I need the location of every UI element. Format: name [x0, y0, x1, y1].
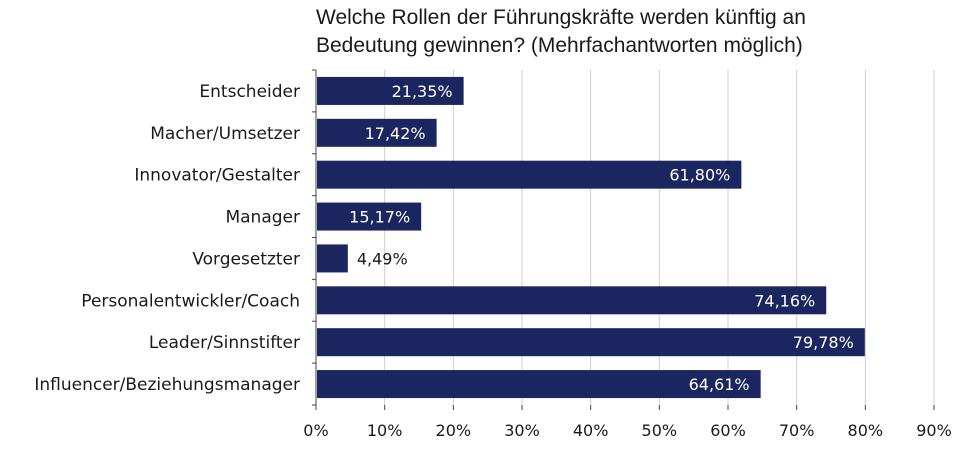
- data-label: 64,61%: [689, 375, 750, 394]
- x-tick-label: 90%: [916, 421, 952, 440]
- category-label: Manager: [225, 208, 300, 228]
- x-tick-label: 70%: [779, 421, 815, 440]
- x-tick-label: 50%: [642, 421, 678, 440]
- x-tick-label: 20%: [436, 421, 472, 440]
- bar: [317, 244, 348, 273]
- bar: [317, 118, 437, 147]
- data-label: 21,35%: [392, 82, 453, 101]
- data-label: 79,78%: [793, 333, 854, 352]
- bar: [317, 328, 865, 357]
- data-label: 4,49%: [357, 249, 408, 268]
- x-tick-label: 30%: [504, 421, 540, 440]
- data-label: 61,80%: [669, 166, 730, 185]
- category-label: Entscheider: [199, 82, 300, 102]
- category-label: Vorgesetzter: [192, 249, 300, 269]
- bar: [317, 160, 742, 189]
- bar: [317, 370, 761, 399]
- data-label: 15,17%: [349, 208, 410, 227]
- data-label: 74,16%: [754, 291, 815, 310]
- bar: [317, 202, 422, 231]
- data-label: 17,42%: [365, 124, 426, 143]
- category-label: Leader/Sinnstifter: [149, 333, 300, 353]
- category-label: Influencer/Beziehungsmanager: [34, 375, 300, 395]
- x-tick-label: 60%: [710, 421, 746, 440]
- category-label: Macher/Umsetzer: [150, 124, 300, 144]
- axes: 0% 10% 20% 30% 40% 50% 60% 70% 80% 90%: [303, 69, 952, 440]
- chart-title: Welche Rollen der Führungskräfte werden …: [316, 6, 806, 57]
- chart-title-line-1: Welche Rollen der Führungskräfte werden …: [316, 6, 806, 29]
- x-tick-label: 40%: [573, 421, 609, 440]
- x-tick-label: 80%: [848, 421, 884, 440]
- bar: [317, 76, 464, 105]
- chart-title-line-2: Bedeutung gewinnen? (Mehrfachantworten m…: [316, 34, 803, 57]
- grid-lines: [384, 70, 935, 405]
- labels: Entscheider 21,35% Macher/Umsetzer 17,42% In…: [34, 82, 853, 395]
- bar: [317, 286, 827, 315]
- category-label: Innovator/Gestalter: [134, 166, 300, 186]
- x-tick-label: 0%: [303, 421, 328, 440]
- x-tick-label: 10%: [367, 421, 403, 440]
- category-label: Personalentwickler/Coach: [81, 291, 300, 311]
- bars: [317, 76, 865, 399]
